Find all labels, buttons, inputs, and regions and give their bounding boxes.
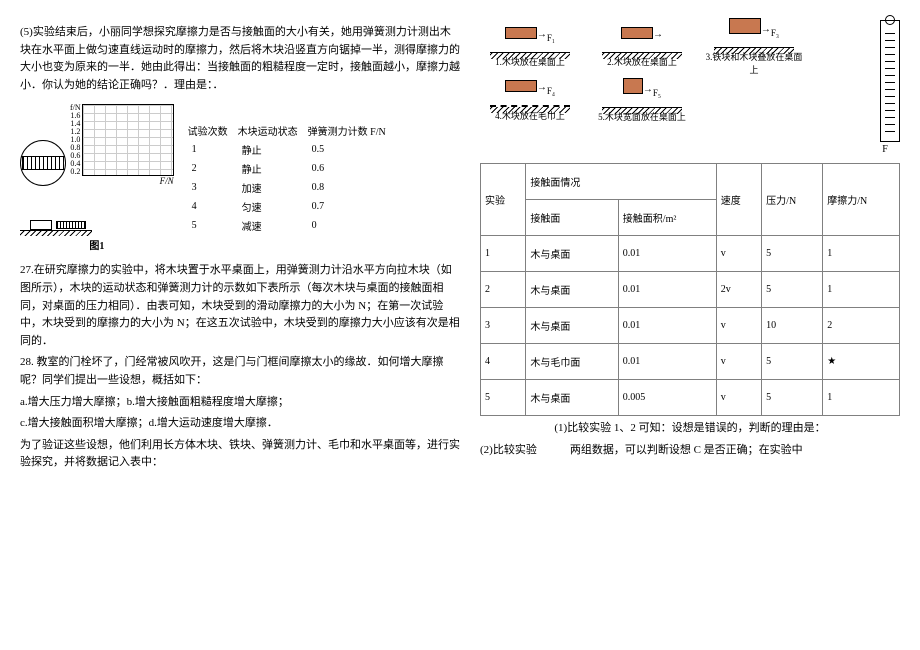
y-axis-labels: f/N 1.6 1.4 1.2 1.0 0.8 0.6 0.4 0.2 [70,104,81,186]
desk-setup [20,190,92,231]
state-force-table: 试验次数 木块运动状态 弹簧测力计数 F/N 1静止0.5 2静止0.6 3加速… [182,120,392,236]
sub-question-2: (2)比较实验 两组数据，可以判断设想 C 是否正确；在实验中 [480,442,900,460]
fig-block-5: →F₅ 5.木块宽面放在桌面上 [592,80,692,123]
question-28-rest: 为了验证这些设想，他们利用长方体木块、铁块、弹簧测力计、毛巾和水平桌面等，进行实… [20,437,460,472]
left-column: (5)实验结束后，小丽同学想探究摩擦力是否与接触面的大小有关，她用弹簧测力计测出… [20,20,460,476]
circle-gauge [20,140,66,186]
fig-block-4: →F₄ 4.木块放在毛巾上 [480,82,580,122]
table-row: 2木与桌面0.012v51 [481,272,900,308]
table-row: 4木与毛巾面0.01v5★ [481,344,900,380]
sub-question-1: (1)比较实验 1、2 可知：设想是错误的，判断的理由是： [480,420,900,438]
spring-scale-figure: F [870,20,900,155]
question-27: 27.在研究摩擦力的实验中，将木块置于水平桌面上，用弹簧测力计沿水平方向拉木块（… [20,262,460,350]
table-row: 1木与桌面0.01v51 [481,236,900,272]
figure-row: f/N 1.6 1.4 1.2 1.0 0.8 0.6 0.4 0.2 [20,104,460,252]
fig-block-2: → 2.木块放在桌面上 [592,29,692,68]
table-row: 3木与桌面0.01v102 [481,308,900,344]
figure-1: f/N 1.6 1.4 1.2 1.0 0.8 0.6 0.4 0.2 [20,104,174,252]
table-row: 5木与桌面0.005v51 [481,380,900,416]
question-28-title: 28. 教室的门栓坏了，门经常被风吹开，这是门与门框间摩擦太小的缘故．如何增大摩… [20,354,460,389]
grid-chart [82,104,174,176]
experiment-data-table: 实验 接触面情况 速度 压力/N 摩擦力/N 接触面 接触面积/m² 1木与桌面… [480,163,900,416]
figure-1-label: 图1 [20,237,174,252]
physics-figures: →F₁ 1.木块放在桌面上 → 2.木块放在桌面上 →F₃ 3.铁块和木块叠放在… [480,20,864,123]
question-28-opt-ab: a.增大压力增大摩擦；b.增大接触面粗糙程度增大摩擦； [20,394,460,412]
fig-block-3: →F₃ 3.铁块和木块叠放在桌面上 [704,20,804,76]
question-28-opt-cd: c.增大接触面积增大摩擦；d.增大运动速度增大摩擦． [20,415,460,433]
fig-block-1: →F₁ 1.木块放在桌面上 [480,29,580,68]
paragraph-5: (5)实验结束后，小丽同学想探究摩擦力是否与接触面的大小有关，她用弹簧测力计测出… [20,24,460,94]
page-root: (5)实验结束后，小丽同学想探究摩擦力是否与接触面的大小有关，她用弹簧测力计测出… [20,20,900,476]
right-column: →F₁ 1.木块放在桌面上 → 2.木块放在桌面上 →F₃ 3.铁块和木块叠放在… [480,20,900,476]
